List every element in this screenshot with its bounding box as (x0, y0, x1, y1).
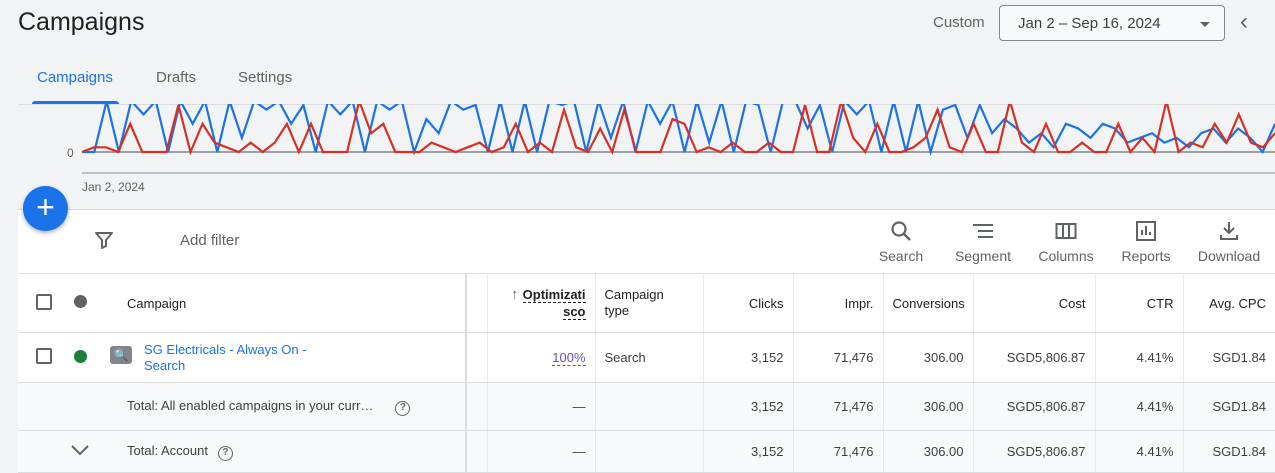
ctr: 4.41% (1094, 382, 1183, 431)
header-conversions[interactable]: Conversions (882, 273, 973, 333)
avg-cpc: SGD1.84 (1182, 382, 1275, 431)
impr: 71,476 (792, 382, 883, 431)
tab-drafts[interactable]: Drafts (156, 69, 197, 86)
header-impr[interactable]: Impr. (792, 273, 883, 333)
opt-score-value[interactable]: 100% (552, 350, 586, 366)
help-icon[interactable]: ? (395, 400, 411, 416)
header-campaign[interactable]: Campaign (110, 273, 467, 333)
ctr: 4.41% (1094, 332, 1183, 383)
campaign-link[interactable]: SG Electricals - Always On - (144, 341, 307, 357)
y-tick-label: 0 (67, 146, 74, 160)
select-all-checkbox[interactable] (36, 293, 52, 310)
tool-label: Download (1197, 248, 1261, 264)
filter-icon[interactable] (94, 230, 114, 255)
date-range-picker[interactable]: Jan 2 – Sep 16, 2024 (999, 5, 1225, 41)
total-label: Total: Account (127, 442, 208, 458)
impr: 71,476 (792, 332, 883, 383)
search-campaign-icon: 🔍 (110, 345, 132, 364)
x-tick-label: Jan 2, 2024 (82, 180, 145, 194)
clicks: 3,152 (702, 382, 793, 431)
tab-campaigns[interactable]: Campaigns (37, 69, 113, 86)
range-label: Custom (933, 14, 985, 31)
date-range-value: Jan 2 – Sep 16, 2024 (1018, 15, 1161, 32)
status-enabled-icon (74, 349, 87, 363)
campaigns-table: Campaign ↑ Optimizati sco Campaign type Cl… (18, 273, 1275, 473)
opt-score: — (486, 430, 595, 473)
avg-cpc: SGD1.84 (1182, 332, 1275, 383)
add-filter-button[interactable]: Add filter (180, 232, 240, 249)
collapse-chevron-icon[interactable]: ‹ (1240, 8, 1248, 35)
clicks: 3,152 (702, 332, 793, 383)
cost: SGD5,806.87 (972, 430, 1095, 473)
reports-icon (1136, 221, 1156, 241)
table-row: 🔍 SG Electricals - Always On - Search 100%… (18, 332, 1275, 383)
tab-settings[interactable]: Settings (238, 69, 293, 86)
impr: 71,476 (792, 430, 883, 473)
page-title: Campaigns (18, 8, 145, 36)
avg-cpc: SGD1.84 (1182, 430, 1275, 473)
chart-axis (82, 172, 1275, 174)
segment-icon (973, 224, 993, 238)
table-header-row: Campaign ↑ Optimizati sco Campaign type Cl… (18, 273, 1275, 333)
conversions: 306.00 (882, 332, 973, 383)
header-opt-score[interactable]: ↑ Optimizati sco (486, 273, 595, 333)
campaign-type: Search (594, 332, 703, 383)
ctr: 4.41% (1094, 430, 1183, 473)
dropdown-caret-icon (1200, 22, 1210, 27)
conversions: 306.00 (882, 382, 973, 431)
total-account-row: Total: Account? — 3,152 71,476 306.00 SG… (18, 430, 1275, 473)
header-avg-cpc[interactable]: Avg. CPC (1182, 273, 1275, 333)
tool-label: Reports (1121, 248, 1171, 264)
header-clicks[interactable]: Clicks (702, 273, 793, 333)
clicks: 3,152 (702, 430, 793, 473)
search-tool[interactable]: Search (861, 220, 941, 264)
search-icon (891, 221, 911, 241)
expand-chevron-icon[interactable] (70, 444, 90, 456)
tool-label: Columns (1038, 248, 1094, 264)
add-campaign-button[interactable]: + (23, 186, 68, 231)
series-blue-line (82, 104, 1275, 156)
active-tab-indicator (32, 101, 119, 104)
download-icon (1220, 222, 1238, 240)
header-label: Optimizati (522, 287, 586, 303)
row-checkbox[interactable] (36, 348, 52, 364)
header-label: sco (563, 304, 586, 320)
series-red-line (81, 104, 1275, 156)
header-label: Campaign (604, 287, 664, 302)
columns-icon (1055, 223, 1077, 239)
performance-chart (81, 104, 1275, 156)
total-label: Total: All enabled campaigns in your cur… (127, 397, 374, 413)
sort-arrow-icon: ↑ (510, 286, 523, 303)
campaign-link[interactable]: Search (144, 357, 186, 373)
status-header-icon (74, 295, 87, 308)
cost: SGD5,806.87 (972, 332, 1095, 383)
header-cost[interactable]: Cost (972, 273, 1095, 333)
tool-label: Search (878, 248, 924, 264)
header-label: type (604, 303, 630, 318)
segment-tool[interactable]: Segment (943, 220, 1023, 264)
reports-tool[interactable]: Reports (1106, 220, 1186, 264)
cost: SGD5,806.87 (972, 382, 1095, 431)
download-tool[interactable]: Download (1189, 220, 1269, 264)
conversions: 306.00 (882, 430, 973, 473)
header-campaign-type[interactable]: Campaign type (594, 273, 703, 333)
total-enabled-row: Total: All enabled campaigns in your cur… (18, 382, 1275, 431)
tool-label: Segment (954, 248, 1012, 264)
opt-score: — (486, 382, 595, 431)
header-ctr[interactable]: CTR (1094, 273, 1183, 333)
help-icon[interactable]: ? (217, 445, 233, 461)
columns-tool[interactable]: Columns (1026, 220, 1106, 264)
